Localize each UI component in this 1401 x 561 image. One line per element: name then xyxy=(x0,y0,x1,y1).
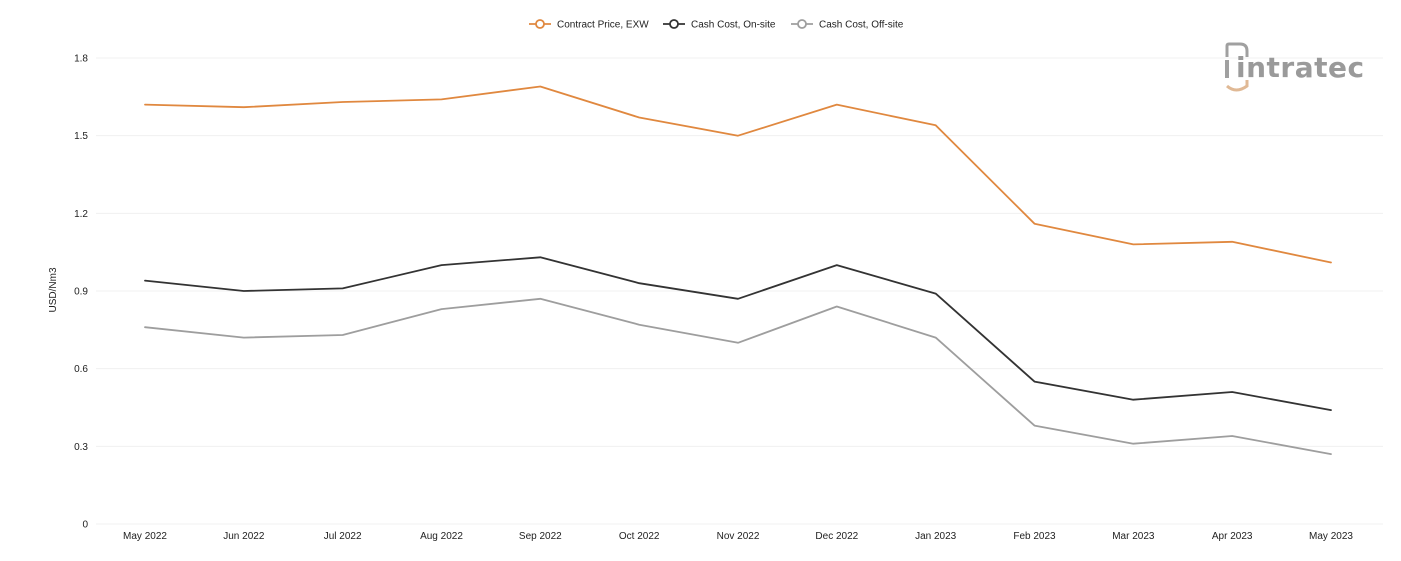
x-tick-label: Dec 2022 xyxy=(815,531,858,542)
series-lines xyxy=(144,85,1332,456)
y-tick-label: 0.6 xyxy=(74,364,88,375)
legend-label: Cash Cost, On-site xyxy=(691,20,776,31)
series-line-2 xyxy=(144,297,1332,456)
legend-swatch-marker xyxy=(535,19,545,29)
legend-item-1[interactable]: Cash Cost, On-site xyxy=(663,19,776,31)
x-tick-label: Aug 2022 xyxy=(420,531,463,542)
legend-swatch-marker xyxy=(669,19,679,29)
x-tick-label: Mar 2023 xyxy=(1112,531,1155,542)
series-line-0 xyxy=(144,85,1332,264)
gridlines xyxy=(96,57,1383,525)
legend-swatch-marker xyxy=(797,19,807,29)
x-tick-label: Apr 2023 xyxy=(1212,531,1253,542)
y-axis: 0 0.3 0.6 0.9 1.2 1.5 1.8 xyxy=(74,54,88,531)
y-tick-label: 0.9 xyxy=(74,287,88,298)
y-tick-label: 1.8 xyxy=(74,54,88,65)
x-tick-label: Feb 2023 xyxy=(1013,531,1056,542)
intratec-logo: intratec xyxy=(1225,42,1365,92)
x-tick-label: Sep 2022 xyxy=(519,531,562,542)
y-tick-label: 1.2 xyxy=(74,209,88,220)
x-tick-label: Nov 2022 xyxy=(717,531,760,542)
legend-item-2[interactable]: Cash Cost, Off-site xyxy=(791,19,904,31)
legend-item-0[interactable]: Contract Price, EXW xyxy=(529,19,649,31)
y-tick-label: 0 xyxy=(82,520,88,531)
x-tick-label: Jun 2022 xyxy=(223,531,265,542)
x-tick-label: Jan 2023 xyxy=(915,531,957,542)
legend: Contract Price, EXW Cash Cost, On-site Cas… xyxy=(529,19,904,31)
legend-label: Cash Cost, Off-site xyxy=(819,20,904,31)
logo-text: intratec xyxy=(1236,51,1365,84)
y-tick-label: 0.3 xyxy=(74,442,88,453)
x-tick-label: May 2023 xyxy=(1309,531,1353,542)
x-tick-label: May 2022 xyxy=(123,531,167,542)
series-line-1 xyxy=(144,256,1332,412)
x-axis: May 2022 Jun 2022 Jul 2022 Aug 2022 Sep 2022… xyxy=(123,531,1353,542)
x-tick-label: Oct 2022 xyxy=(619,531,660,542)
y-axis-title: USD/Nm3 xyxy=(48,267,59,312)
y-tick-label: 1.5 xyxy=(74,131,88,142)
x-tick-label: Jul 2022 xyxy=(324,531,362,542)
intratec-logo-icon xyxy=(1225,42,1249,92)
legend-label: Contract Price, EXW xyxy=(557,20,649,31)
